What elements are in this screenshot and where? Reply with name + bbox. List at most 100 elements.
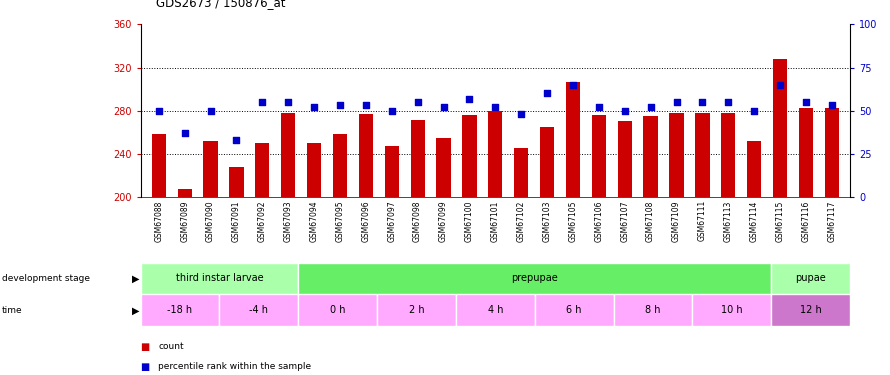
Bar [514, 148, 529, 197]
Point [462, 96, 476, 102]
Point [825, 102, 839, 108]
Point [618, 108, 632, 114]
Point [747, 108, 761, 114]
Point [592, 104, 606, 110]
Point [695, 99, 709, 105]
Bar [462, 115, 476, 197]
Point [177, 130, 191, 136]
Text: GSM67107: GSM67107 [620, 200, 629, 242]
Text: -18 h: -18 h [167, 305, 192, 315]
Text: GSM67088: GSM67088 [154, 200, 163, 242]
Text: ▶: ▶ [132, 273, 139, 284]
Point [151, 108, 166, 114]
Point [721, 99, 735, 105]
Point [514, 111, 529, 117]
Point [799, 99, 813, 105]
Bar [220, 294, 298, 326]
Text: -4 h: -4 h [249, 305, 269, 315]
Bar [436, 138, 450, 197]
Bar [669, 113, 684, 197]
Bar [643, 116, 658, 197]
Text: GSM67105: GSM67105 [569, 200, 578, 242]
Point [359, 102, 373, 108]
Text: GSM67115: GSM67115 [775, 200, 785, 242]
Bar [384, 146, 399, 197]
Text: GSM67113: GSM67113 [724, 200, 732, 242]
Point [333, 102, 347, 108]
Text: GSM67101: GSM67101 [490, 200, 500, 242]
Text: 12 h: 12 h [800, 305, 821, 315]
Point [384, 108, 399, 114]
Text: GSM67116: GSM67116 [801, 200, 811, 242]
Text: percentile rank within the sample: percentile rank within the sample [158, 362, 312, 371]
Bar [255, 143, 270, 197]
Text: GSM67111: GSM67111 [698, 200, 707, 242]
Bar [613, 294, 692, 326]
Point [773, 82, 787, 88]
Bar [540, 127, 554, 197]
Text: GSM67100: GSM67100 [465, 200, 473, 242]
Point [255, 99, 270, 105]
Text: GSM67096: GSM67096 [361, 200, 370, 242]
Text: ■: ■ [141, 342, 150, 352]
Text: 10 h: 10 h [721, 305, 742, 315]
Point [230, 137, 244, 143]
Bar [566, 81, 580, 197]
Point [643, 104, 658, 110]
Bar [141, 262, 298, 294]
Bar [592, 115, 606, 197]
Bar [747, 141, 761, 197]
Bar [307, 143, 321, 197]
Point [281, 99, 295, 105]
Text: GSM67098: GSM67098 [413, 200, 422, 242]
Bar [771, 262, 850, 294]
Text: count: count [158, 342, 184, 351]
Bar [489, 111, 502, 197]
Bar [825, 108, 839, 197]
Text: GSM67094: GSM67094 [310, 200, 319, 242]
Text: development stage: development stage [2, 274, 90, 283]
Bar [359, 114, 373, 197]
Text: GSM67090: GSM67090 [206, 200, 215, 242]
Bar [298, 262, 771, 294]
Text: time: time [2, 306, 22, 315]
Point [204, 108, 218, 114]
Bar [799, 108, 813, 197]
Text: 6 h: 6 h [566, 305, 582, 315]
Text: GSM67093: GSM67093 [284, 200, 293, 242]
Text: 4 h: 4 h [488, 305, 503, 315]
Text: GSM67109: GSM67109 [672, 200, 681, 242]
Text: 0 h: 0 h [330, 305, 345, 315]
Bar [771, 294, 850, 326]
Text: GSM67102: GSM67102 [517, 200, 526, 242]
Text: 2 h: 2 h [409, 305, 425, 315]
Point [410, 99, 425, 105]
Text: GSM67108: GSM67108 [646, 200, 655, 242]
Text: GSM67099: GSM67099 [439, 200, 448, 242]
Bar [177, 189, 191, 197]
Text: GSM67097: GSM67097 [387, 200, 396, 242]
Bar [695, 113, 709, 197]
Text: ■: ■ [141, 362, 150, 372]
Bar [204, 141, 218, 197]
Text: GSM67092: GSM67092 [258, 200, 267, 242]
Bar [618, 122, 632, 197]
Point [566, 82, 580, 88]
Bar [692, 294, 771, 326]
Text: third instar larvae: third instar larvae [175, 273, 263, 284]
Text: prepupae: prepupae [512, 273, 558, 284]
Bar [298, 294, 377, 326]
Bar [721, 113, 735, 197]
Text: GDS2673 / 150876_at: GDS2673 / 150876_at [156, 0, 286, 9]
Text: GSM67095: GSM67095 [336, 200, 344, 242]
Bar [151, 134, 166, 197]
Bar [773, 59, 787, 197]
Point [307, 104, 321, 110]
Text: pupae: pupae [795, 273, 826, 284]
Point [669, 99, 684, 105]
Bar [535, 294, 613, 326]
Bar [410, 120, 425, 197]
Bar [281, 113, 295, 197]
Text: GSM67106: GSM67106 [595, 200, 603, 242]
Point [489, 104, 503, 110]
